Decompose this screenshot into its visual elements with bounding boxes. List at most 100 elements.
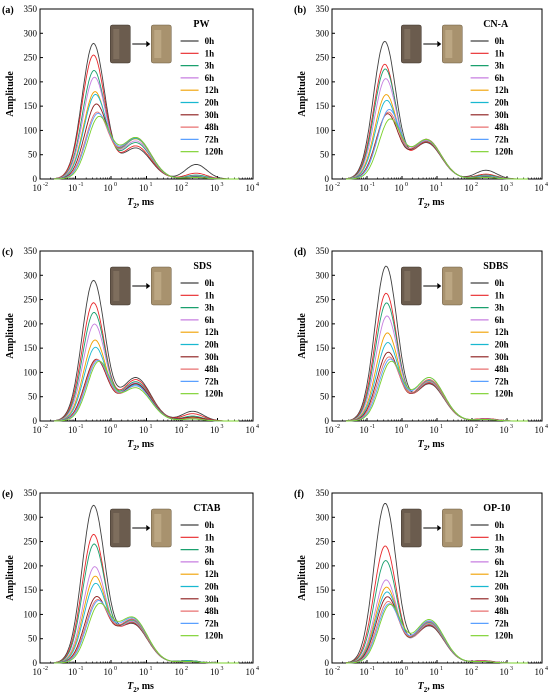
legend-entry: 30h [495, 110, 509, 120]
legend-entry: 12h [205, 85, 219, 95]
x-axis-label-sub: 2 [133, 686, 137, 694]
legend-entry: 3h [205, 303, 215, 313]
series-line-0h [54, 279, 239, 422]
legend-entry: 72h [205, 376, 219, 386]
x-tick-exponent: 0 [114, 424, 117, 430]
y-tick-label: 150 [316, 101, 330, 111]
x-tick-label: 10 [465, 667, 475, 677]
x-axis-label-sub: 2 [424, 444, 428, 452]
y-tick-label: 250 [24, 53, 38, 63]
x-tick-label: 10 [68, 425, 78, 435]
legend-entry: 20h [205, 340, 219, 350]
y-tick-label: 150 [24, 343, 38, 353]
x-tick-exponent: 2 [475, 182, 478, 188]
x-tick-label: 10 [139, 183, 149, 193]
x-tick-exponent: 3 [510, 182, 513, 188]
rock-core-before-icon [110, 266, 131, 306]
x-tick-label: 10 [33, 667, 43, 677]
legend-entry: 6h [495, 73, 505, 83]
x-tick-exponent: 2 [475, 666, 478, 672]
y-tick-label: 150 [24, 101, 38, 111]
x-tick-label: 10 [325, 425, 335, 435]
series-line-120h [54, 115, 239, 180]
x-tick-label: 10 [500, 183, 510, 193]
y-tick-label: 0 [33, 174, 38, 184]
x-axis-label-unit: , ms [427, 197, 444, 208]
arrow-right-icon [423, 283, 442, 289]
y-tick-label: 150 [316, 343, 330, 353]
arrow-right-icon [132, 41, 151, 47]
y-tick-label: 50 [28, 150, 38, 160]
legend-entry: 6h [495, 557, 505, 567]
legend-entry: 1h [205, 48, 215, 58]
y-tick-label: 250 [24, 295, 38, 305]
x-tick-label: 10 [360, 183, 370, 193]
x-axis-label: T2, ms [418, 681, 445, 694]
rock-core-after-icon [151, 508, 172, 548]
y-tick-label: 300 [24, 28, 38, 38]
y-axis-label: Amplitude [5, 313, 16, 359]
x-tick-exponent: -1 [79, 666, 84, 672]
legend-entry: 120h [495, 389, 514, 399]
x-axis-label-unit: , ms [427, 439, 444, 450]
x-axis-label-unit: , ms [137, 681, 154, 692]
series-line-120h [54, 602, 239, 664]
panel-title: PW [193, 19, 209, 30]
legend-entry: 0h [495, 520, 505, 530]
legend-entry: 20h [205, 98, 219, 108]
legend-entry: 120h [205, 147, 224, 157]
x-axis-label-sub: 2 [133, 444, 137, 452]
legend-entry: 48h [495, 122, 509, 132]
arrow-right-icon [132, 525, 151, 531]
x-tick-label: 10 [104, 425, 114, 435]
legend: 0h 1h 3h 6h 12h 20h 30h 48h 72h 120h [470, 36, 513, 157]
y-tick-label: 0 [325, 174, 330, 184]
legend-entry: 30h [205, 594, 219, 604]
x-tick-exponent: 1 [150, 424, 153, 430]
legend-entry: 0h [495, 278, 505, 288]
x-axis-label-main: T [418, 197, 425, 208]
x-axis-label: T2, ms [127, 439, 154, 452]
legend-entry: 48h [495, 364, 509, 374]
x-tick-label: 10 [395, 183, 405, 193]
y-axis-label: Amplitude [5, 555, 16, 601]
legend: 0h 1h 3h 6h 12h 20h 30h 48h 72h 120h [470, 520, 513, 641]
x-axis-label-unit: , ms [137, 197, 154, 208]
x-tick-label: 10 [175, 425, 185, 435]
x-tick-label: 10 [465, 425, 475, 435]
legend-entry: 20h [495, 582, 509, 592]
panel-title: SDBS [483, 261, 508, 272]
series-line-120h [346, 603, 528, 664]
x-tick-label: 10 [360, 425, 370, 435]
y-tick-label: 350 [316, 246, 330, 256]
y-tick-label: 100 [24, 125, 38, 135]
y-tick-label: 200 [316, 561, 330, 571]
legend: 0h 1h 3h 6h 12h 20h 30h 48h 72h 120h [180, 278, 223, 399]
x-axis-label-main: T [127, 439, 134, 450]
y-tick-label: 100 [316, 125, 330, 135]
y-tick-label: 0 [33, 658, 38, 668]
y-tick-label: 200 [24, 77, 38, 87]
legend-entry: 30h [495, 352, 509, 362]
x-tick-label: 10 [246, 425, 256, 435]
legend-entry: 12h [495, 569, 509, 579]
y-tick-label: 50 [28, 392, 38, 402]
x-tick-label: 10 [139, 667, 149, 677]
legend-entry: 72h [205, 618, 219, 628]
x-tick-label: 10 [500, 425, 510, 435]
panel-title: SDS [193, 261, 212, 272]
x-tick-label: 10 [500, 667, 510, 677]
x-tick-label: 10 [104, 667, 114, 677]
legend-entry: 48h [495, 606, 509, 616]
x-tick-label: 10 [395, 667, 405, 677]
x-tick-exponent: -1 [370, 666, 375, 672]
x-tick-exponent: -2 [43, 182, 48, 188]
series-line-120h [54, 360, 239, 422]
panel-title: OP-10 [483, 503, 510, 514]
y-tick-label: 100 [316, 367, 330, 377]
y-axis-label: Amplitude [5, 71, 16, 117]
x-tick-exponent: 0 [405, 666, 408, 672]
